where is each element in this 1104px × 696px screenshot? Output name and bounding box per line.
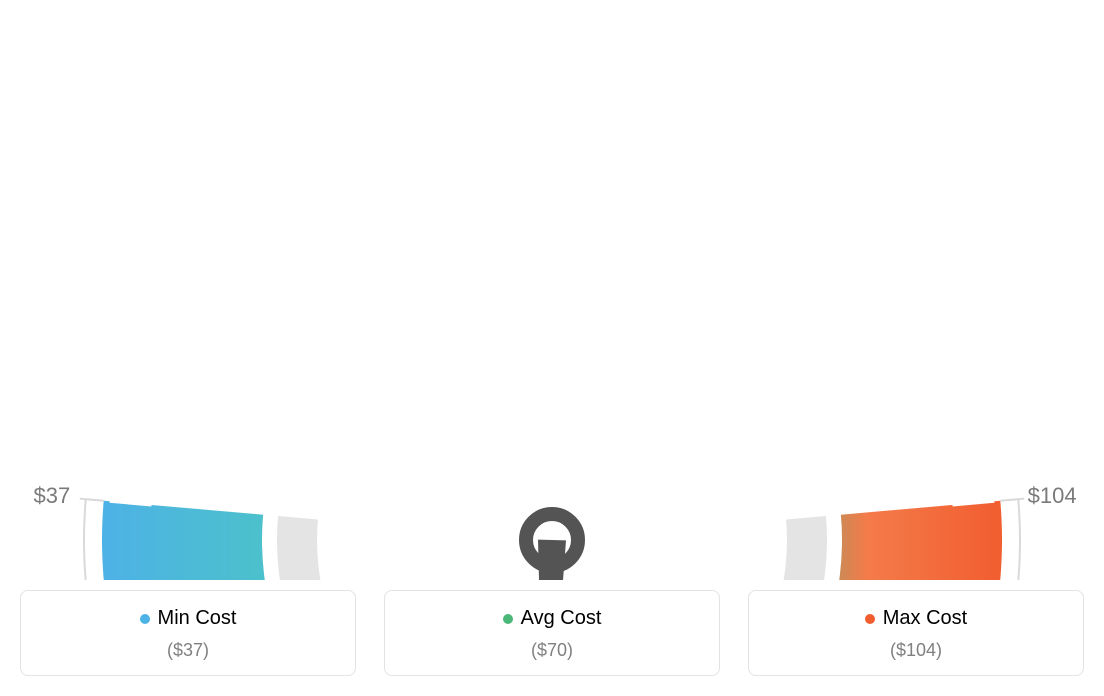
gauge-chart: $37$45$53$70$81$92$104: [20, 20, 1084, 580]
legend-row: Min Cost ($37) Avg Cost ($70) Max Cost (…: [20, 590, 1084, 676]
dot-icon: [865, 614, 875, 624]
legend-card-avg: Avg Cost ($70): [384, 590, 720, 676]
legend-card-min: Min Cost ($37): [20, 590, 356, 676]
svg-text:$104: $104: [1028, 483, 1077, 508]
legend-title-avg: Avg Cost: [503, 607, 602, 630]
legend-title-text: Avg Cost: [521, 607, 602, 630]
dot-icon: [503, 614, 513, 624]
cost-gauge-container: $37$45$53$70$81$92$104 Min Cost ($37) Av…: [20, 20, 1084, 676]
legend-value-min: ($37): [31, 640, 345, 661]
legend-title-text: Max Cost: [883, 607, 967, 630]
legend-title-min: Min Cost: [140, 607, 237, 630]
legend-value-avg: ($70): [395, 640, 709, 661]
dot-icon: [140, 614, 150, 624]
svg-text:$37: $37: [34, 483, 71, 508]
legend-title-max: Max Cost: [865, 607, 967, 630]
legend-value-max: ($104): [759, 640, 1073, 661]
legend-card-max: Max Cost ($104): [748, 590, 1084, 676]
gauge-svg: $37$45$53$70$81$92$104: [20, 20, 1084, 580]
legend-title-text: Min Cost: [158, 607, 237, 630]
